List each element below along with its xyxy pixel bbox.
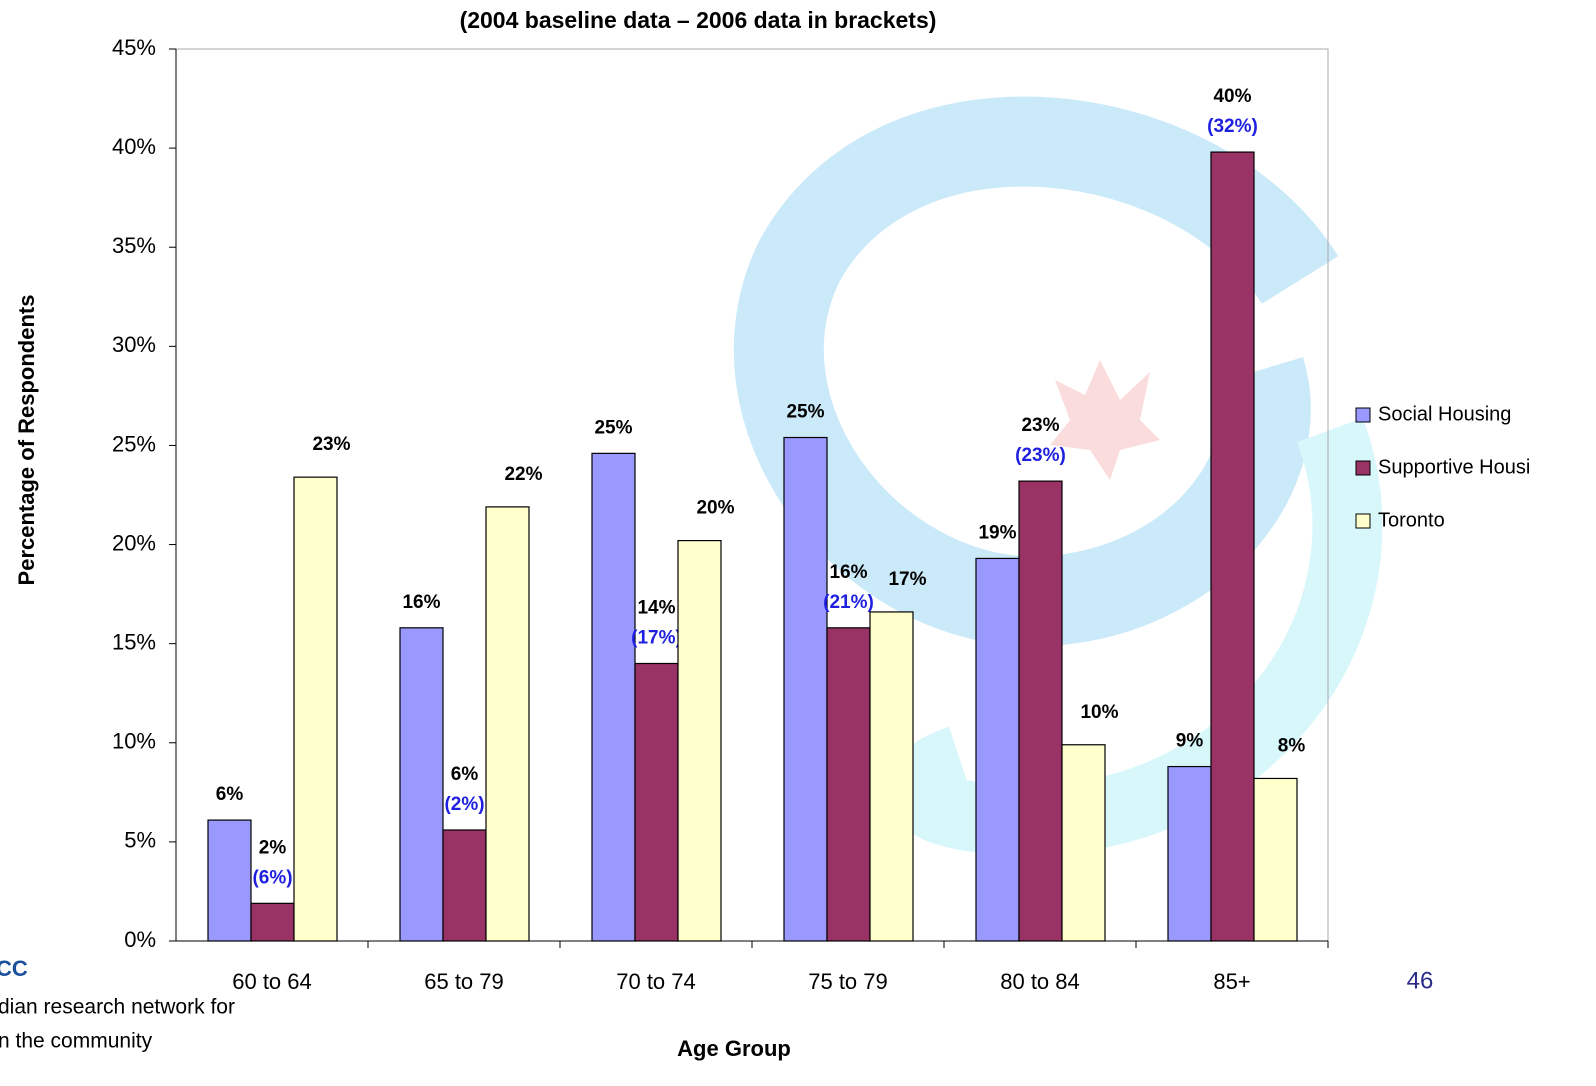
annotation: (23%) xyxy=(1015,445,1066,466)
bar xyxy=(485,506,530,942)
x-tick-label: 70 to 74 xyxy=(616,969,696,994)
y-tick-label: 25% xyxy=(112,431,156,456)
legend-label: Social Housing xyxy=(1378,403,1511,425)
value-label: 9% xyxy=(1176,731,1204,752)
bar xyxy=(783,436,828,942)
y-axis-title: Percentage of Respondents xyxy=(14,295,39,586)
y-tick-label: 35% xyxy=(112,233,156,258)
value-label: 20% xyxy=(696,498,734,519)
x-tick-label: 60 to 64 xyxy=(232,969,312,994)
value-label: 40% xyxy=(1213,86,1251,107)
bar xyxy=(869,611,914,942)
bar xyxy=(250,902,295,942)
y-tick-label: 40% xyxy=(112,134,156,159)
bar xyxy=(1210,151,1255,942)
annotation: (2%) xyxy=(444,794,484,815)
value-label: 10% xyxy=(1080,702,1118,723)
x-tick-label: 80 to 84 xyxy=(1000,969,1080,994)
background-logo xyxy=(734,96,1383,856)
chart-title: (2004 baseline data – 2006 data in brack… xyxy=(460,7,937,33)
bar xyxy=(975,557,1020,942)
x-axis-title: Age Group xyxy=(677,1036,791,1061)
bar xyxy=(399,627,444,942)
logo-text: n the community xyxy=(0,1030,153,1053)
value-label: 16% xyxy=(829,562,867,583)
annotation: (17%) xyxy=(631,628,682,649)
logo-text: dian research network for xyxy=(0,996,235,1019)
value-label: 17% xyxy=(888,569,926,590)
y-tick-label: 20% xyxy=(112,530,156,555)
y-tick-label: 45% xyxy=(112,35,156,60)
bar xyxy=(1253,777,1298,942)
bar xyxy=(634,662,679,942)
value-label: 19% xyxy=(978,522,1016,543)
value-label: 6% xyxy=(216,784,244,805)
y-tick-label: 5% xyxy=(124,828,156,853)
x-tick-label: 85+ xyxy=(1213,969,1250,994)
legend-label: Toronto xyxy=(1378,509,1445,531)
value-label: 16% xyxy=(402,592,440,613)
value-label: 23% xyxy=(312,434,350,455)
bar xyxy=(293,476,338,942)
y-tick-label: 10% xyxy=(112,729,156,754)
y-tick-label: 15% xyxy=(112,629,156,654)
annotation: (32%) xyxy=(1207,116,1258,137)
x-tick-label: 75 to 79 xyxy=(808,969,888,994)
legend-label: Supportive Housi xyxy=(1378,456,1530,478)
logo-text: CC xyxy=(0,956,28,981)
y-tick-label: 30% xyxy=(112,332,156,357)
value-label: 25% xyxy=(594,417,632,438)
bar xyxy=(207,819,252,942)
legend-swatch xyxy=(1355,407,1371,423)
bar xyxy=(826,627,871,942)
value-label: 2% xyxy=(259,837,287,858)
bar xyxy=(442,829,487,942)
page-number: 46 xyxy=(1407,967,1434,994)
x-tick-label: 65 to 79 xyxy=(424,969,504,994)
value-label: 22% xyxy=(504,464,542,485)
value-label: 25% xyxy=(786,402,824,423)
annotation: (21%) xyxy=(823,592,874,613)
bar xyxy=(591,452,636,942)
bar xyxy=(1061,744,1106,942)
value-label: 23% xyxy=(1021,415,1059,436)
legend-swatch xyxy=(1355,460,1371,476)
bar xyxy=(1018,480,1063,942)
bar xyxy=(677,539,722,942)
value-label: 14% xyxy=(637,598,675,619)
legend-swatch xyxy=(1355,513,1371,529)
bar xyxy=(1167,765,1212,942)
y-tick-label: 0% xyxy=(124,927,156,952)
value-label: 8% xyxy=(1278,735,1306,756)
value-label: 6% xyxy=(451,764,479,785)
annotation: (6%) xyxy=(252,867,292,888)
